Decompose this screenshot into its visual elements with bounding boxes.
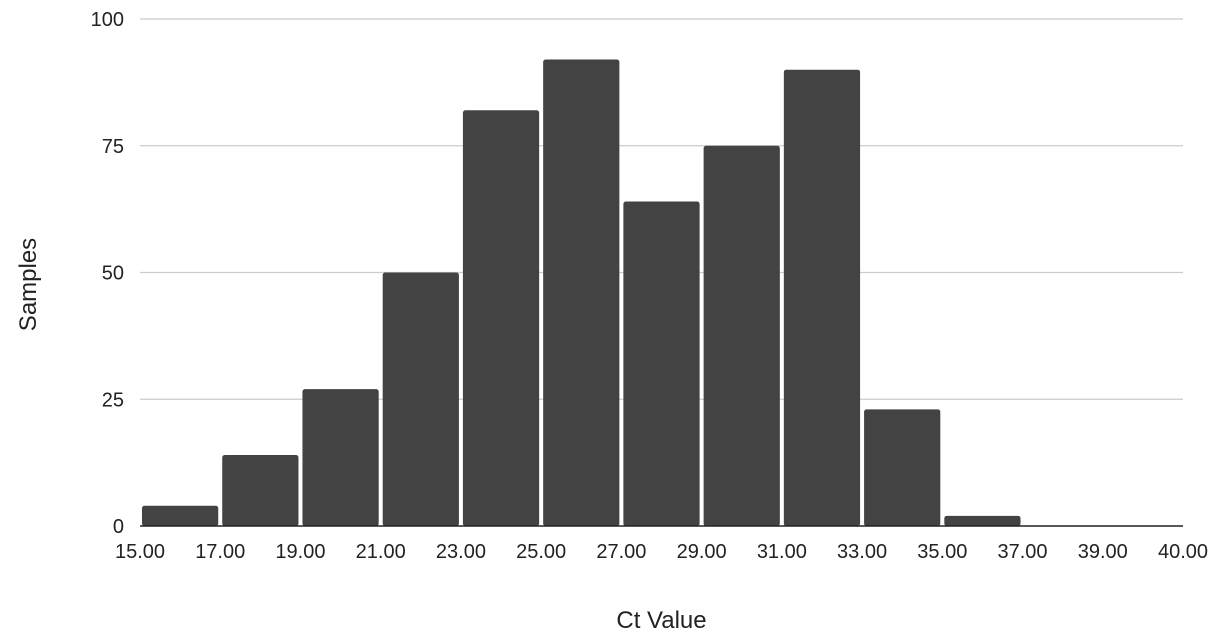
x-axis-ticks: 15.00 17.00 19.00 21.00 23.00 25.00 27.00 29.00… [115, 541, 1208, 563]
x-tick-label: 17.00 [195, 541, 245, 563]
histogram-bar [222, 455, 299, 526]
histogram-bar [864, 409, 941, 526]
histogram-bar [543, 59, 620, 527]
x-tick-label: 19.00 [275, 541, 325, 563]
x-tick-label: 37.00 [998, 541, 1048, 563]
x-tick-label: 39.00 [1078, 541, 1128, 563]
histogram-bar [142, 505, 219, 526]
x-tick-label: 21.00 [356, 541, 406, 563]
x-tick-label: 15.00 [115, 541, 165, 563]
x-tick-label: 35.00 [917, 541, 967, 563]
x-tick-label: 27.00 [596, 541, 646, 563]
histogram-bar [783, 69, 861, 526]
x-tick-label: 29.00 [677, 541, 727, 563]
x-tick-label: 31.00 [757, 541, 807, 563]
histogram-bar [944, 515, 1021, 526]
x-axis-title: Ct Value [616, 607, 706, 634]
histogram-bar [462, 110, 540, 526]
x-tick-label: 40.00 [1158, 541, 1208, 563]
histogram-bar [302, 389, 379, 526]
y-tick-label: 0 [113, 516, 124, 538]
histogram-bar [382, 272, 459, 526]
y-tick-label: 75 [102, 136, 124, 158]
x-tick-label: 25.00 [516, 541, 566, 563]
histogram-bar [623, 201, 700, 526]
x-tick-label: 33.00 [837, 541, 887, 563]
y-tick-label: 50 [102, 263, 124, 285]
y-axis-ticks: 0 25 50 75 100 [91, 9, 124, 538]
bars [142, 59, 1021, 527]
histogram-bar [703, 145, 780, 526]
x-tick-label: 23.00 [436, 541, 486, 563]
y-tick-label: 25 [102, 389, 124, 411]
y-tick-label: 100 [91, 9, 124, 31]
y-axis-title: Samples [15, 238, 42, 331]
